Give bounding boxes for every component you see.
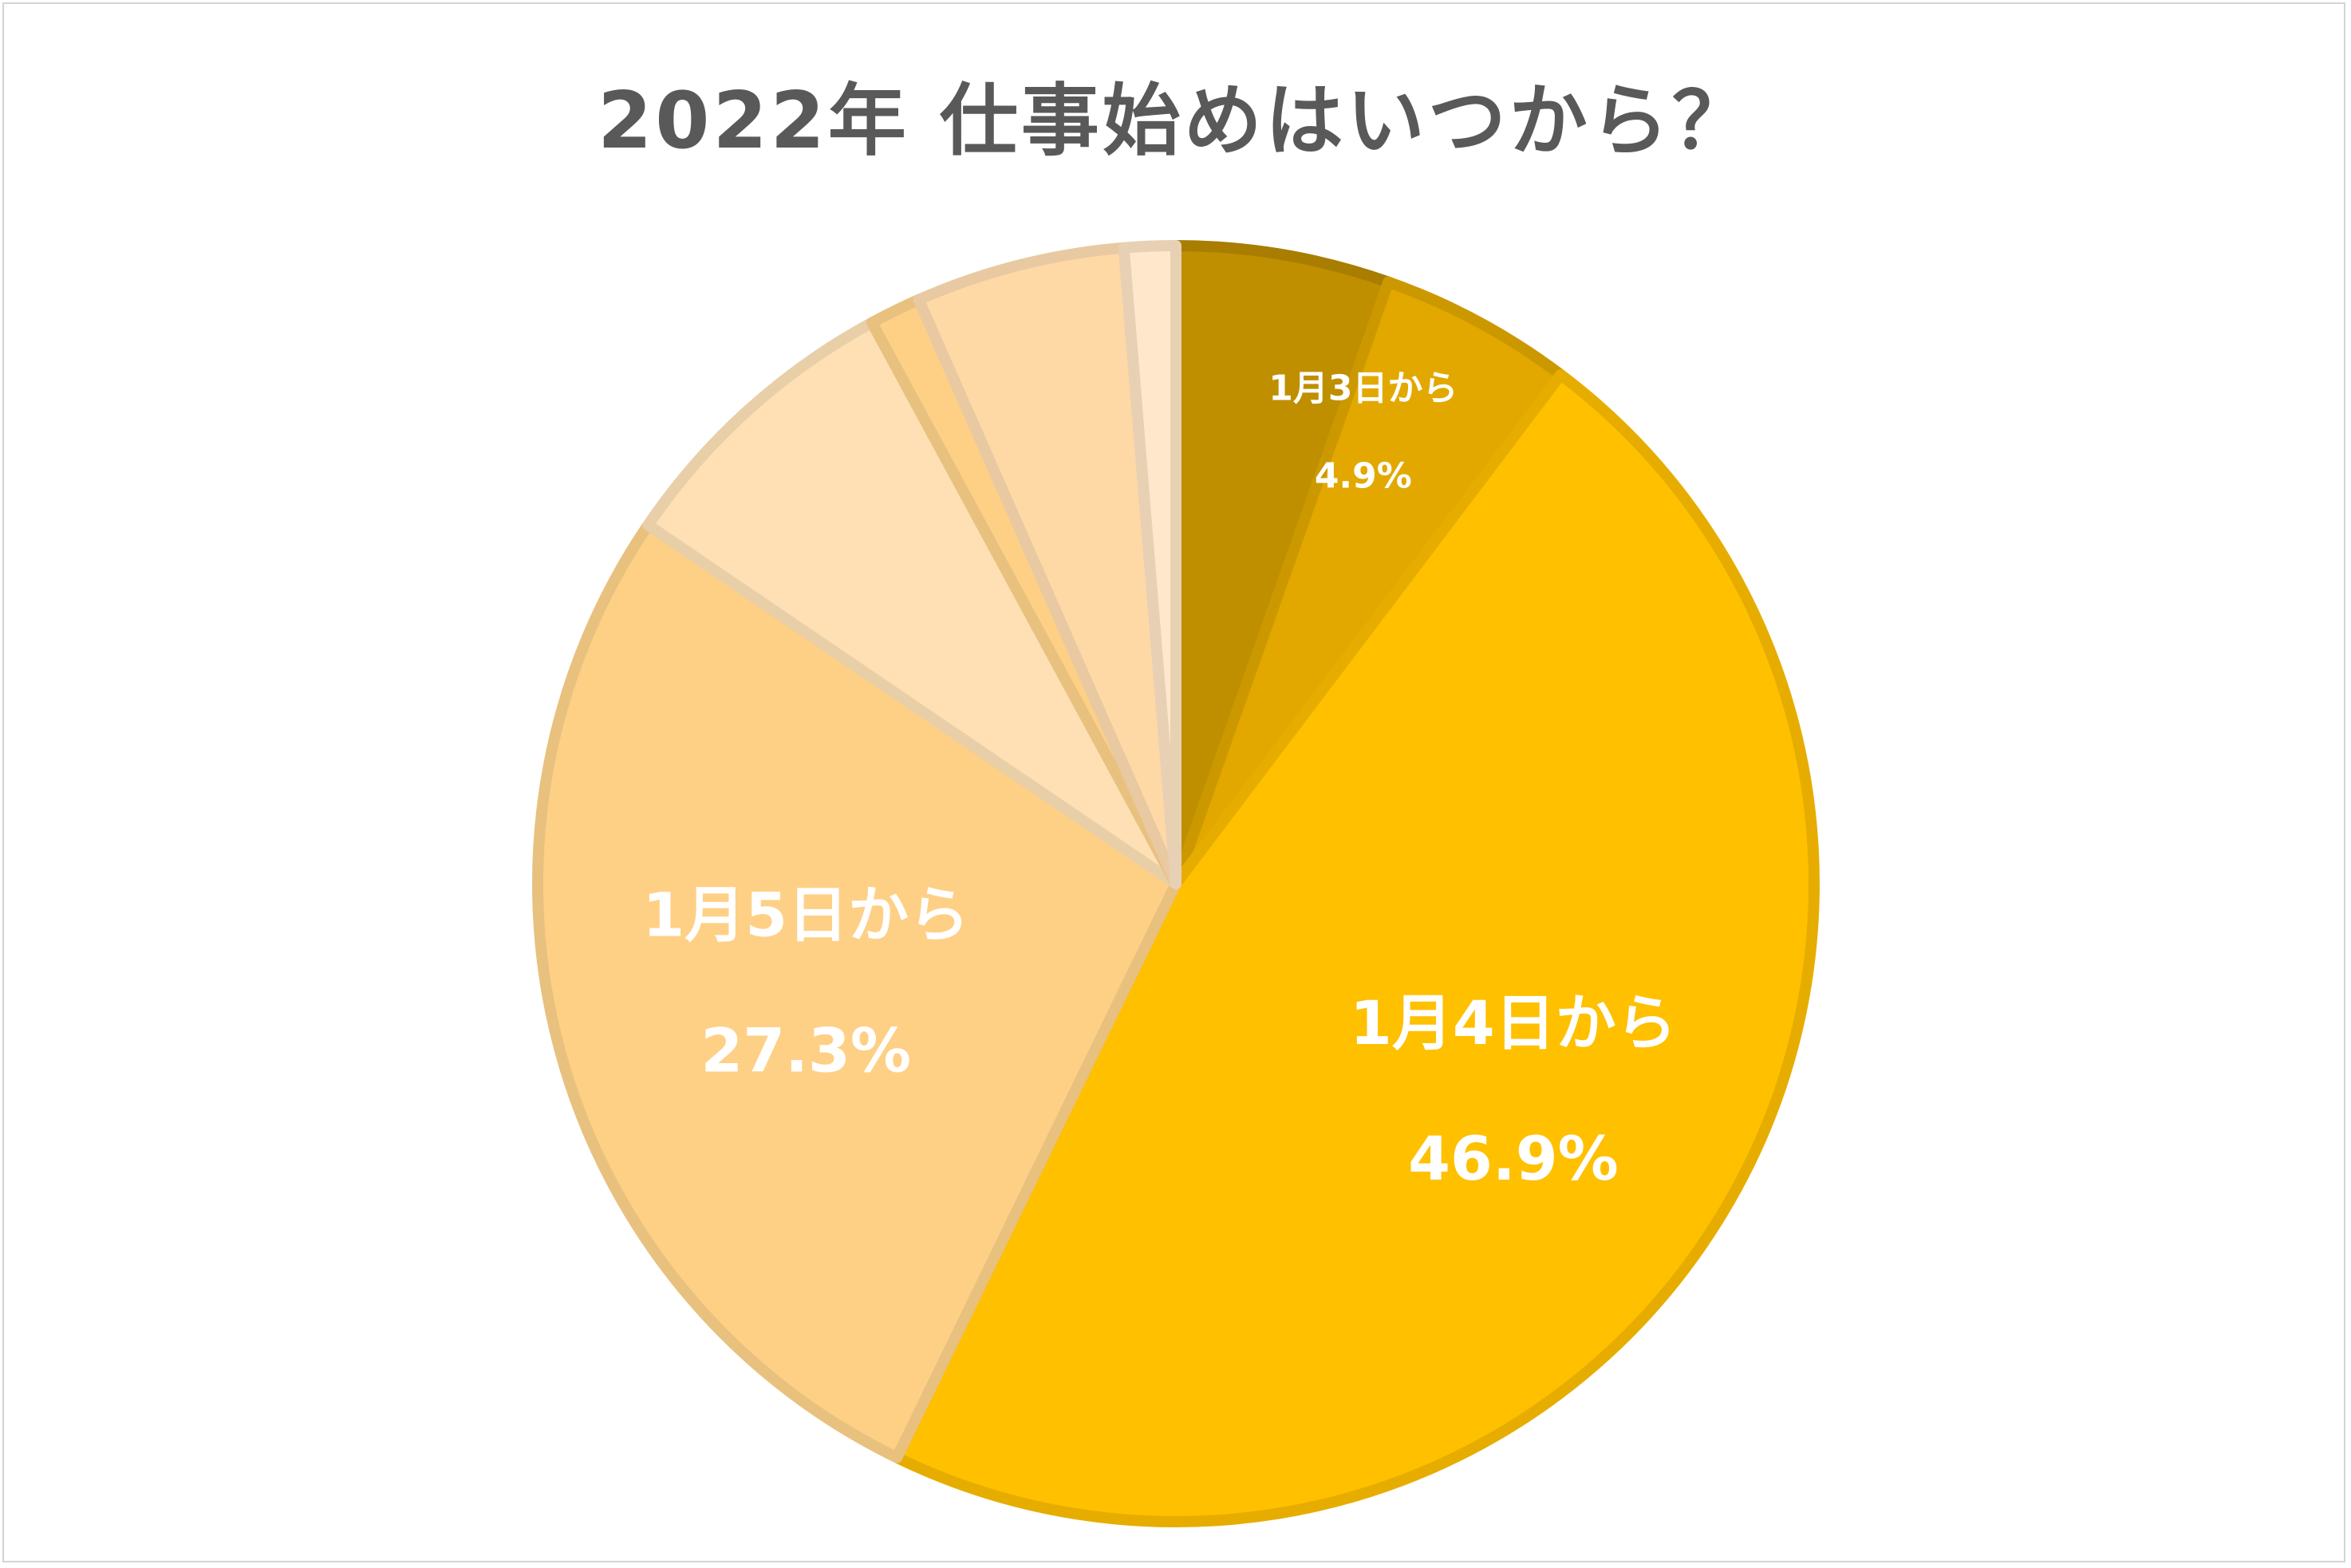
pie-slice-1 — [1170, 276, 1567, 889]
chart-title: 2022年 仕事始めはいつから？ — [598, 76, 1753, 167]
pie-slices — [532, 240, 1820, 1527]
pie-slice-4 — [642, 317, 1181, 889]
slice-label-1: 1月3日から — [1268, 368, 1458, 409]
slice-percent-3: 27.3% — [700, 1014, 911, 1085]
slice-percent-1: 4.9% — [1315, 456, 1412, 497]
pie-slice-2 — [891, 368, 1820, 1527]
pie-slice-7 — [1118, 240, 1181, 889]
pie-labels: 1月3日から 4.9% 1月4日から 46.9% 1月5日から 27.3% — [642, 368, 1676, 1194]
slice-label-3: 1月5日から — [642, 879, 969, 950]
pie-slice-6 — [913, 242, 1181, 889]
pie-slice-3 — [532, 519, 1181, 1464]
slice-label-2: 1月4日から — [1350, 987, 1677, 1058]
slice-percent-2: 46.9% — [1408, 1123, 1619, 1194]
